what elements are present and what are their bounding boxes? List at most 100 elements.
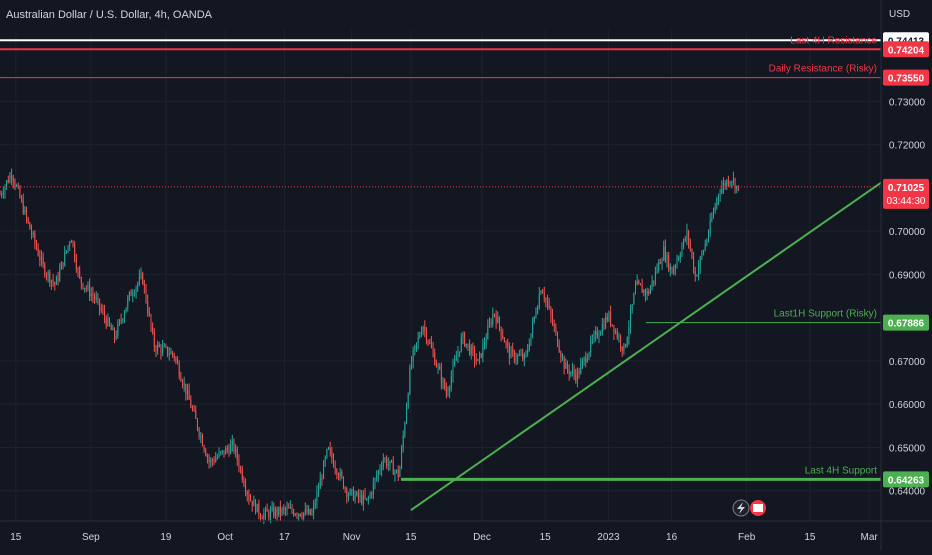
candle[interactable]: [703, 250, 705, 254]
candle[interactable]: [273, 507, 275, 517]
candle[interactable]: [543, 293, 545, 299]
candle[interactable]: [173, 354, 175, 358]
candle[interactable]: [16, 185, 18, 187]
candle[interactable]: [200, 435, 202, 437]
candle[interactable]: [152, 326, 154, 333]
candle[interactable]: [716, 198, 718, 207]
candle[interactable]: [635, 285, 637, 294]
candle[interactable]: [432, 347, 434, 353]
candle[interactable]: [142, 273, 144, 285]
candle[interactable]: [445, 388, 447, 394]
candle[interactable]: [515, 358, 517, 360]
candle[interactable]: [167, 346, 169, 355]
candle[interactable]: [643, 289, 645, 293]
candle[interactable]: [581, 360, 583, 365]
candle[interactable]: [349, 489, 351, 495]
candle[interactable]: [60, 262, 62, 270]
candle[interactable]: [440, 369, 442, 384]
candle[interactable]: [34, 233, 36, 244]
candle[interactable]: [160, 346, 162, 353]
candle[interactable]: [117, 323, 119, 336]
candle[interactable]: [341, 471, 343, 478]
candle[interactable]: [430, 342, 432, 348]
candle[interactable]: [661, 260, 663, 265]
candle[interactable]: [84, 287, 86, 289]
trendline[interactable]: [410, 181, 882, 512]
candle[interactable]: [352, 489, 354, 501]
candle[interactable]: [133, 293, 135, 295]
candle[interactable]: [216, 456, 218, 459]
candle[interactable]: [606, 317, 608, 321]
candle[interactable]: [39, 255, 41, 261]
candle[interactable]: [711, 217, 713, 221]
candle[interactable]: [36, 243, 38, 249]
candle[interactable]: [6, 180, 8, 187]
candle[interactable]: [462, 333, 464, 338]
candle[interactable]: [455, 358, 457, 361]
candle[interactable]: [2, 193, 4, 195]
candle[interactable]: [485, 339, 487, 344]
candle[interactable]: [104, 311, 106, 318]
candle[interactable]: [538, 294, 540, 308]
candle[interactable]: [203, 445, 205, 451]
candle[interactable]: [722, 183, 724, 188]
candle[interactable]: [147, 301, 149, 313]
candle[interactable]: [472, 346, 474, 351]
candle[interactable]: [409, 367, 411, 394]
candle[interactable]: [631, 304, 633, 311]
candle[interactable]: [29, 222, 31, 230]
candle[interactable]: [9, 175, 11, 183]
candle[interactable]: [170, 351, 172, 355]
candle[interactable]: [87, 285, 89, 289]
candle[interactable]: [314, 503, 316, 506]
candle[interactable]: [323, 462, 325, 479]
candle[interactable]: [120, 320, 122, 322]
candle[interactable]: [391, 460, 393, 463]
candle[interactable]: [435, 364, 437, 367]
candle[interactable]: [334, 466, 336, 470]
candle[interactable]: [64, 251, 66, 266]
candle[interactable]: [669, 267, 671, 270]
candle[interactable]: [128, 291, 130, 299]
candle[interactable]: [26, 209, 28, 218]
candle[interactable]: [404, 423, 406, 436]
candle[interactable]: [69, 242, 71, 246]
candle[interactable]: [547, 300, 549, 305]
candle[interactable]: [469, 344, 471, 355]
candle[interactable]: [686, 230, 688, 240]
candle[interactable]: [545, 298, 547, 301]
candle[interactable]: [477, 358, 479, 361]
candle[interactable]: [85, 287, 87, 289]
candle[interactable]: [596, 331, 598, 338]
candle[interactable]: [447, 391, 449, 394]
candle[interactable]: [52, 280, 54, 283]
candle[interactable]: [100, 308, 102, 311]
candle[interactable]: [279, 506, 281, 514]
candle[interactable]: [689, 241, 691, 249]
candle[interactable]: [65, 250, 67, 252]
candle[interactable]: [641, 285, 643, 293]
candle[interactable]: [576, 371, 578, 381]
candle[interactable]: [326, 449, 328, 458]
candle[interactable]: [168, 354, 170, 356]
candle[interactable]: [394, 471, 396, 475]
candle[interactable]: [610, 312, 612, 325]
candle[interactable]: [191, 407, 193, 410]
candle[interactable]: [487, 326, 489, 340]
candle[interactable]: [427, 340, 429, 343]
candle[interactable]: [356, 492, 358, 496]
candle[interactable]: [495, 314, 497, 323]
candle[interactable]: [79, 270, 81, 278]
candle[interactable]: [143, 284, 145, 287]
candle[interactable]: [493, 314, 495, 316]
candle[interactable]: [27, 217, 29, 223]
candle[interactable]: [527, 349, 529, 354]
candle[interactable]: [402, 435, 404, 449]
candle[interactable]: [717, 194, 719, 199]
candle[interactable]: [450, 376, 452, 388]
candle[interactable]: [264, 508, 266, 514]
candle[interactable]: [193, 409, 195, 411]
candle[interactable]: [653, 280, 655, 282]
candle[interactable]: [158, 344, 160, 347]
candle[interactable]: [535, 313, 537, 317]
